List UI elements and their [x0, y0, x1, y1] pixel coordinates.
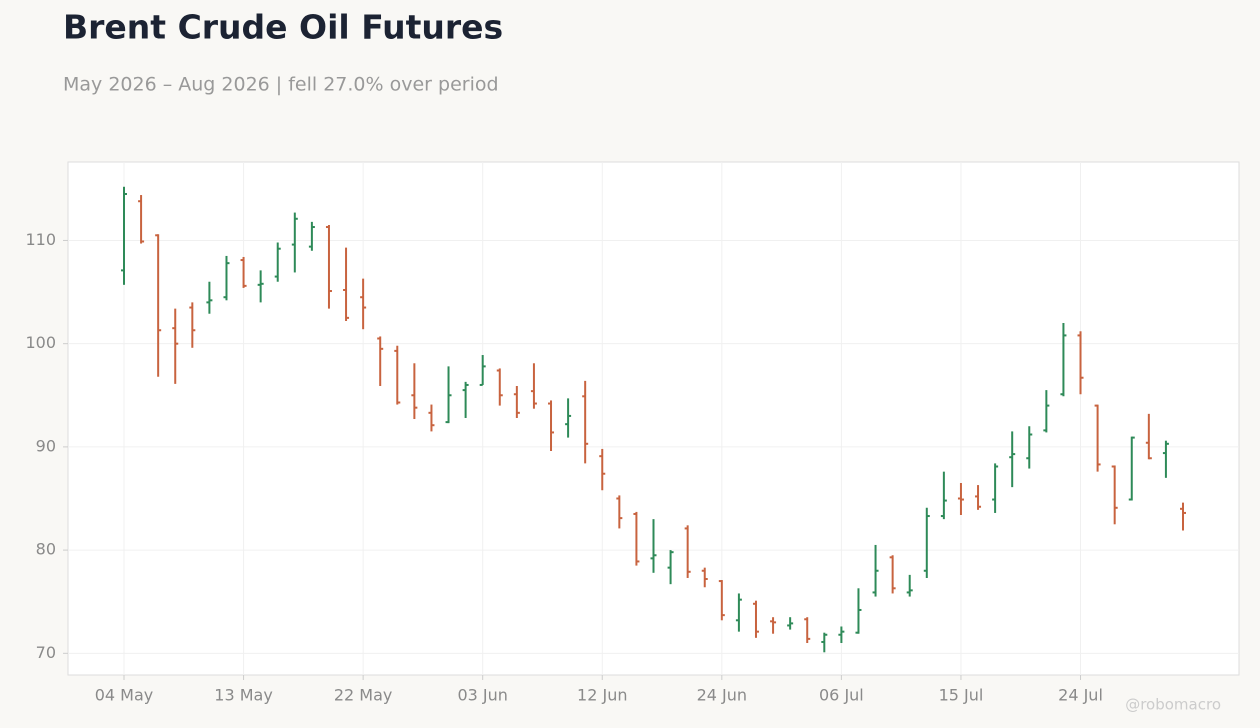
- x-tick-label: 24 Jun: [697, 686, 747, 705]
- plot-area: [67, 161, 1240, 676]
- x-tick-label: 22 May: [334, 686, 393, 705]
- chart-subtitle: May 2026 – Aug 2026 | fell 27.0% over pe…: [63, 74, 499, 96]
- y-tick-label: 110: [25, 230, 56, 249]
- x-tick-label: 06 Jul: [819, 686, 864, 705]
- y-tick-label: 80: [36, 540, 56, 559]
- watermark: @robomacro: [1125, 696, 1221, 714]
- x-tick-label: 13 May: [214, 686, 273, 705]
- x-tick-label: 15 Jul: [939, 686, 984, 705]
- y-tick-label: 90: [36, 436, 56, 455]
- x-tick-label: 24 Jul: [1058, 686, 1103, 705]
- chart-title: Brent Crude Oil Futures: [63, 8, 503, 47]
- y-tick-label: 70: [36, 643, 56, 662]
- y-tick-label: 100: [25, 333, 56, 352]
- x-tick-label: 12 Jun: [577, 686, 627, 705]
- x-tick-label: 04 May: [95, 686, 154, 705]
- x-tick-label: 03 Jun: [457, 686, 507, 705]
